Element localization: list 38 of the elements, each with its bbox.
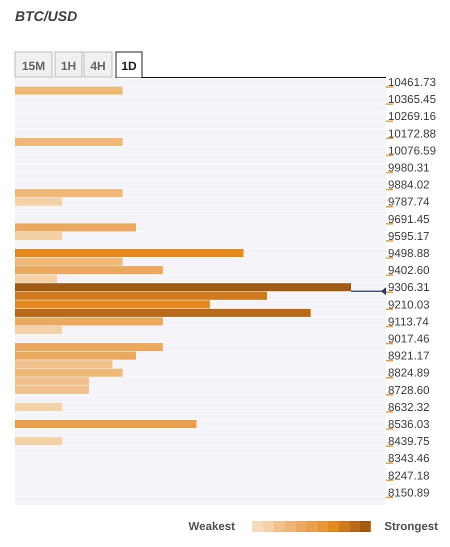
y-tick-label: 10269.16 [388,111,436,124]
bar [15,232,62,240]
y-tick-label: 9210.03 [388,299,430,312]
y-tick-label: 9884.02 [388,180,430,192]
y-tick-label: 9595.17 [388,230,430,243]
y-tick-label: 10172.88 [388,128,436,140]
bar [15,274,57,283]
y-tick-label: 10365.45 [388,94,436,106]
y-tick-label: 8632.32 [388,402,430,414]
y-tick-label: 8921.17 [388,350,430,363]
tab-button: 4H [84,52,112,78]
text: Strongest [384,521,438,533]
y-tick-label: 9691.45 [388,214,430,226]
tab-button: 1H [54,52,82,78]
y-tick-label: 9980.31 [388,162,430,175]
bar [15,326,62,334]
text: Weakest [188,521,236,533]
y-tick-label: 9113.74 [388,316,430,328]
chart-title: BTC/USD [15,8,78,24]
tab-button: 15M [14,52,52,78]
y-tick-label: 9498.88 [388,248,430,260]
bar [15,402,62,411]
bar [15,198,62,206]
y-tick-label: 8343.46 [388,453,430,466]
y-tick-label: 9787.74 [388,196,430,209]
y-tick-label: 8150.89 [388,487,430,500]
y-tick-label: 10461.73 [388,77,436,90]
y-tick-label: 8439.75 [388,436,430,448]
y-tick-label: 9017.46 [388,334,430,346]
bar [15,437,62,446]
y-tick-label: 8536.03 [388,419,430,432]
y-tick-label: 9402.60 [388,265,430,278]
y-tick-label: 8728.60 [388,384,430,397]
y-tick-label: 10076.59 [388,145,436,158]
tab-button: 1D [116,52,142,78]
y-tick-label: 8824.89 [388,368,430,380]
y-tick-label: 8247.18 [388,470,430,482]
y-tick-label: 9306.31 [388,282,430,294]
